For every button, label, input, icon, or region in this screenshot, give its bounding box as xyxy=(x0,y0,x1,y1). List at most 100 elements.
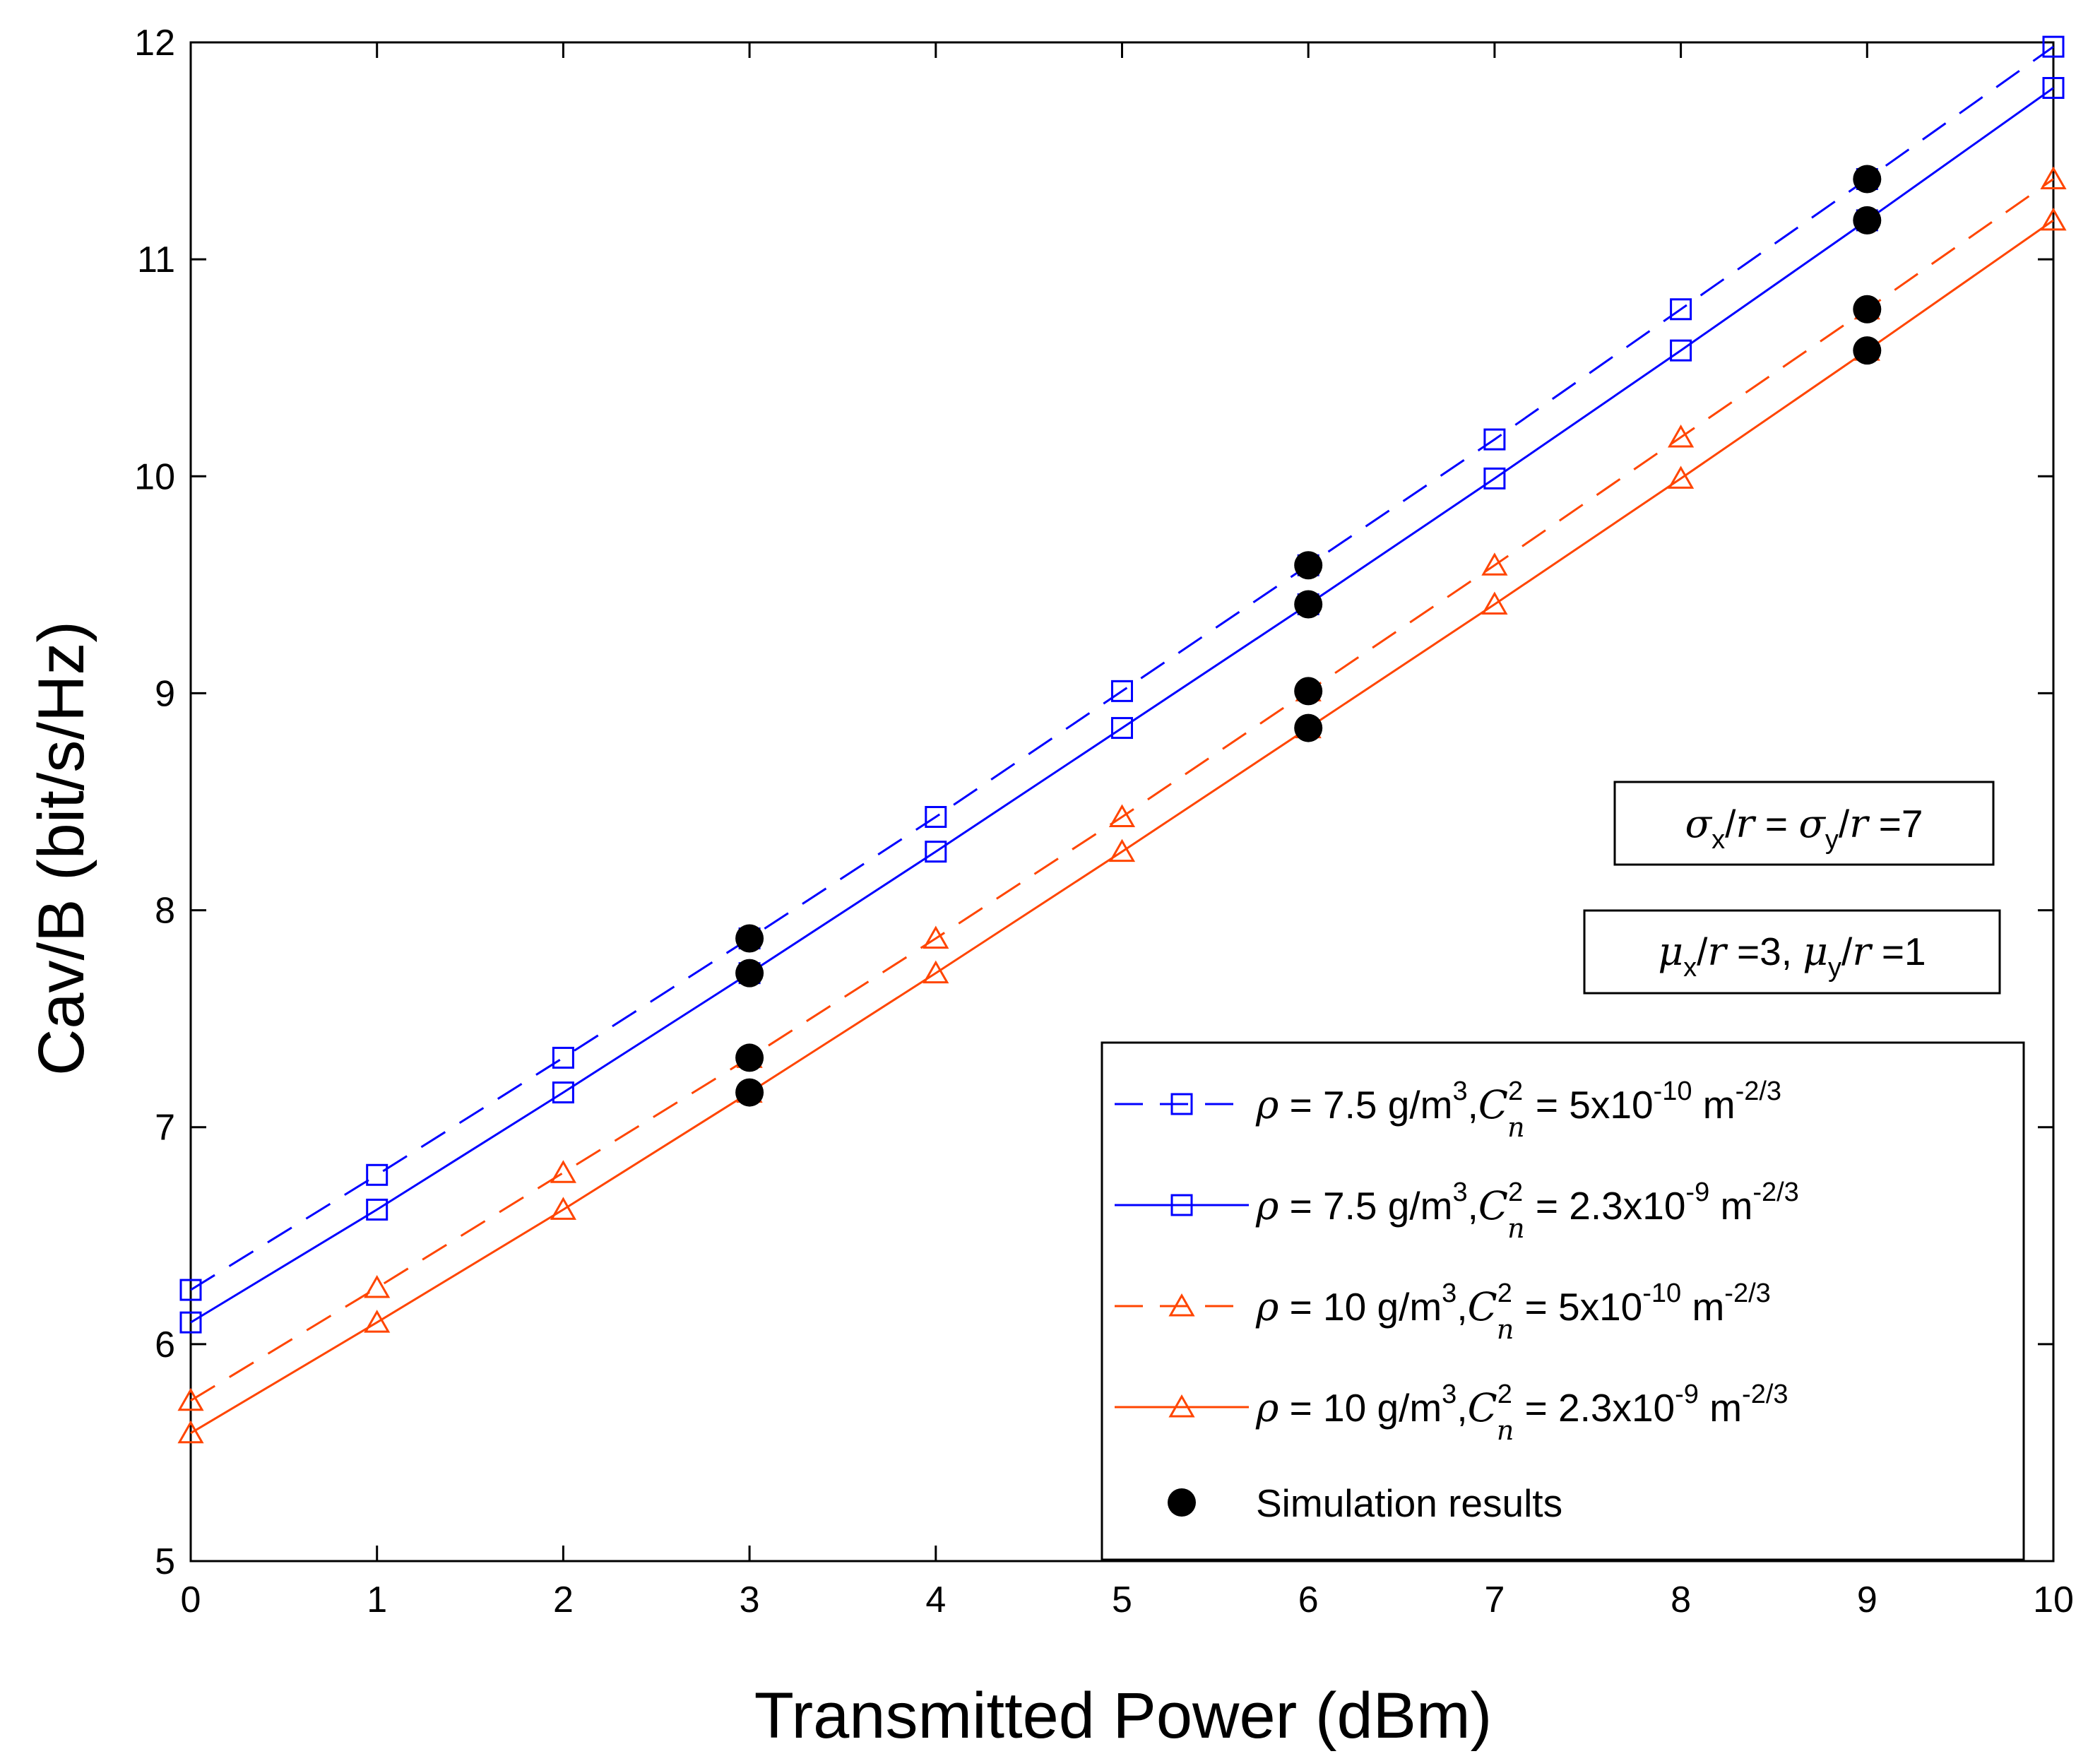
series-point xyxy=(177,1387,204,1411)
legend-subscript: n xyxy=(1507,1213,1524,1244)
annotation-box xyxy=(1583,909,2001,995)
legend-superscript: 3 xyxy=(1452,1178,1467,1207)
legend-text-part: m xyxy=(1699,1386,1742,1430)
legend-text-part: m xyxy=(1709,1184,1752,1228)
legend-text-part: = 7.5 g/m xyxy=(1279,1083,1452,1127)
legend-superscript: -9 xyxy=(1675,1380,1699,1409)
annotation-symbol: σ xyxy=(1685,801,1713,846)
series-point xyxy=(177,1420,204,1444)
x-tick-label: 9 xyxy=(1857,1579,1877,1620)
annotation-layer: σx/r = σy/r =7μx/r =3, μy/r =1 xyxy=(1583,781,2001,995)
annotation-text-part: / xyxy=(1697,930,1708,973)
series-point xyxy=(925,806,947,828)
simulation-point xyxy=(1294,713,1323,742)
series-point xyxy=(1481,591,1508,615)
series-point xyxy=(179,1311,202,1334)
legend-box xyxy=(1101,1041,2025,1561)
series-line xyxy=(190,178,2054,1401)
legend-superscript: -9 xyxy=(1685,1178,1709,1207)
simulation-point xyxy=(1294,677,1323,706)
legend-text-part: = 10 g/m xyxy=(1279,1386,1442,1430)
legend-marker xyxy=(1170,1194,1193,1216)
y-tick-label: 11 xyxy=(137,239,175,280)
legend-superscript: 2 xyxy=(1508,1178,1523,1207)
series-point xyxy=(923,925,949,949)
x-tick-label: 10 xyxy=(2033,1579,2074,1620)
simulation-point xyxy=(1294,590,1323,619)
y-tick-label: 5 xyxy=(155,1541,175,1582)
simulation-point xyxy=(1853,165,1882,194)
legend-superscript: 2 xyxy=(1497,1380,1512,1409)
legend-marker xyxy=(1168,1488,1196,1517)
annotation-symbol: r xyxy=(1736,801,1756,846)
legend-text-part: , xyxy=(1468,1184,1478,1228)
series-point xyxy=(1108,838,1136,862)
legend-rho: ρ xyxy=(1255,1183,1279,1228)
series-point xyxy=(552,1046,574,1069)
annotation-1: σx/r = σy/r =7 xyxy=(1613,781,1995,866)
x-tick-label: 5 xyxy=(1112,1579,1132,1620)
series-point xyxy=(366,1163,388,1186)
series-point xyxy=(1670,339,1692,362)
legend-marker xyxy=(1170,1093,1193,1115)
legend-text-part: = 2.3x10 xyxy=(1514,1386,1675,1430)
legend-text-part: = 5x10 xyxy=(1525,1083,1654,1127)
x-tick-label: 3 xyxy=(740,1579,760,1620)
annotation-text-part: / xyxy=(1841,930,1853,973)
simulation-layer xyxy=(735,165,1882,1107)
annotation-symbol: r xyxy=(1852,929,1873,974)
legend-rho: ρ xyxy=(1255,1385,1279,1430)
series-point xyxy=(2042,77,2065,99)
y-axis-title: Cav/B (bit/s/Hz) xyxy=(25,621,97,1076)
annotation-2: μx/r =3, μy/r =1 xyxy=(1583,909,2001,995)
legend-label: Simulation results xyxy=(1256,1481,1562,1525)
annotation-symbol: μ xyxy=(1803,929,1828,974)
y-tick-label: 12 xyxy=(134,23,175,64)
x-tick-label: 8 xyxy=(1671,1579,1691,1620)
series-point xyxy=(550,1197,576,1220)
legend-superscript: -10 xyxy=(1642,1279,1681,1308)
legend-text-part: m xyxy=(1681,1285,1724,1329)
series-point xyxy=(1668,424,1695,448)
legend-superscript: 2 xyxy=(1497,1279,1512,1308)
x-axis-title: Transmitted Power (dBm) xyxy=(754,1680,1493,1752)
legend-text-part: , xyxy=(1457,1285,1467,1329)
simulation-point xyxy=(1294,551,1323,580)
simulation-point xyxy=(735,1078,764,1107)
annotation-text: σx/r = σy/r =7 xyxy=(1685,801,1923,855)
series-point xyxy=(1668,466,1695,489)
annotation-subscript: x xyxy=(1683,953,1697,983)
legend-superscript: -2/3 xyxy=(1742,1380,1788,1409)
legend-entry-3: ρ = 10 g/m3,C2 n = 5x10-10 m-2/3 xyxy=(1115,1279,1771,1345)
series-point xyxy=(2040,207,2067,231)
legend-marker xyxy=(1168,1394,1195,1418)
annotation-text-part: =7 xyxy=(1868,802,1923,846)
legend-text-part: = 7.5 g/m xyxy=(1279,1184,1452,1228)
annotation-subscript: y xyxy=(1828,953,1841,983)
legend-superscript: -2/3 xyxy=(1724,1279,1770,1308)
legend-text-part: = 2.3x10 xyxy=(1525,1184,1686,1228)
series-point xyxy=(1670,298,1692,321)
series-point xyxy=(923,960,949,984)
series-point xyxy=(1483,467,1506,490)
legend-rho: ρ xyxy=(1255,1082,1279,1127)
annotation-symbol: μ xyxy=(1658,929,1683,974)
legend-superscript: -2/3 xyxy=(1752,1178,1798,1207)
legend-marker xyxy=(1168,1293,1195,1317)
legend-superscript: -2/3 xyxy=(1736,1077,1781,1106)
annotation-text-part: / xyxy=(1839,802,1850,846)
legend-subscript: n xyxy=(1497,1314,1514,1345)
legend-superscript: 2 xyxy=(1508,1077,1523,1106)
legend-text-part: , xyxy=(1457,1386,1467,1430)
legend-entry-2: ρ = 7.5 g/m3,C2 n = 2.3x10-9 m-2/3 xyxy=(1115,1178,1799,1244)
y-tick-label: 10 xyxy=(134,456,175,497)
legend-text-part: m xyxy=(1692,1083,1735,1127)
legend-label: ρ = 7.5 g/m3,C2 n = 2.3x10-9 m-2/3 xyxy=(1255,1178,1799,1244)
series-point xyxy=(552,1081,574,1104)
series-point xyxy=(179,1279,202,1301)
simulation-point xyxy=(735,924,764,953)
annotation-subscript: x xyxy=(1712,825,1725,855)
legend-cn-symbol: C xyxy=(1468,1385,1497,1430)
x-tick-label: 2 xyxy=(553,1579,574,1620)
